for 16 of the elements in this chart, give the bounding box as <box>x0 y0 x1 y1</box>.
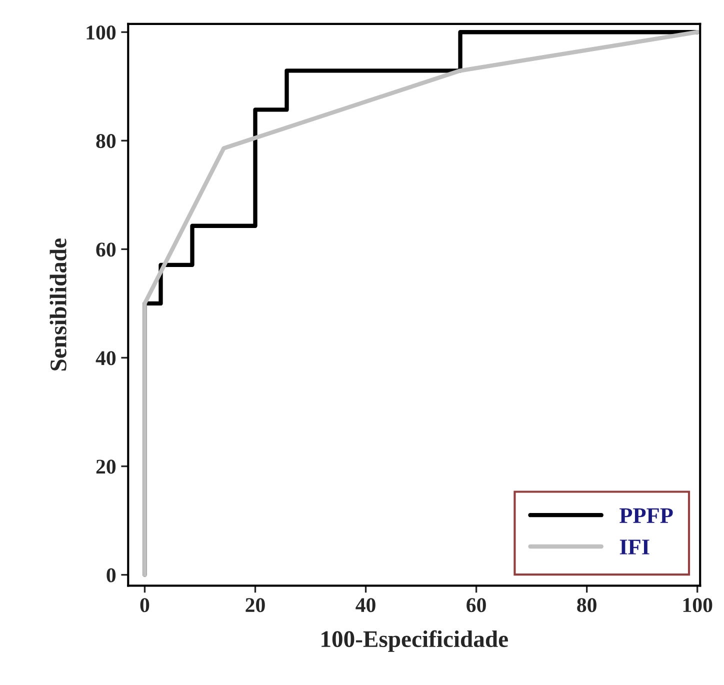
x-tick-label: 100 <box>683 598 712 612</box>
y-axis-title: Sensibilidade <box>50 238 66 370</box>
y-tick-label: 80 <box>96 134 116 148</box>
x-tick-label: 20 <box>246 598 265 612</box>
legend-label: PPFP <box>620 508 673 523</box>
y-tick-label: 100 <box>86 25 116 40</box>
y-tick-label: 0 <box>106 568 116 582</box>
x-tick-label: 0 <box>140 598 150 612</box>
x-axis-title: 100-Especificidade <box>322 630 508 652</box>
y-tick-label: 40 <box>96 351 116 366</box>
y-tick-label: 20 <box>96 460 116 474</box>
x-tick-label: 60 <box>466 598 486 612</box>
legend-label: IFI <box>620 540 650 554</box>
x-tick-label: 40 <box>356 598 376 612</box>
x-tick-label: 80 <box>577 598 596 612</box>
y-tick-label: 60 <box>96 242 116 257</box>
